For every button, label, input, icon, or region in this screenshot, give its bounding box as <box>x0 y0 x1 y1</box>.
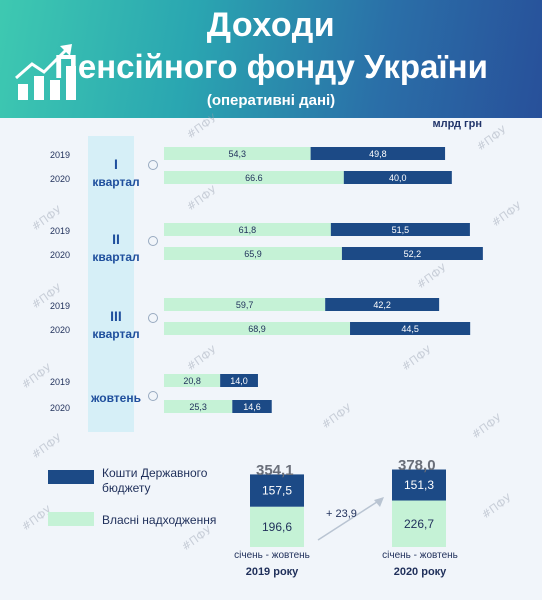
bar-state <box>232 400 272 413</box>
period-text: квартал <box>92 327 140 341</box>
column-own-label-2019: 196,6 <box>262 520 292 534</box>
bar-own <box>164 298 326 311</box>
connector-circle <box>148 160 158 170</box>
bar-state <box>341 247 483 260</box>
bar-state-label: 51,5 <box>392 225 410 235</box>
legend-swatch-own <box>48 512 94 526</box>
difference-label: + 23,9 <box>326 508 357 520</box>
legend-swatch-state <box>48 470 94 484</box>
column-own-label-2020: 226,7 <box>404 517 434 531</box>
page-subtitle: (оперативні дані) <box>206 92 336 109</box>
period-label-october: жовтень <box>88 389 144 407</box>
column-state-label-2020: 151,3 <box>404 478 434 492</box>
caption-period-2020: січень - жовтень <box>382 550 458 561</box>
bar-state-label: 42,2 <box>373 300 391 310</box>
year-label: 2019 <box>50 226 71 236</box>
bar-own-label: 65,9 <box>244 249 262 259</box>
bar-state-label: 44,5 <box>401 324 419 334</box>
year-label: 2019 <box>50 377 71 387</box>
bar-own-label: 20,8 <box>183 376 201 386</box>
bar-state-label: 52,2 <box>404 249 422 259</box>
caption-year-2020: 2020 року <box>393 566 447 578</box>
total-2019: 354,1 <box>256 462 294 479</box>
bar-state <box>350 322 471 335</box>
caption-year-2019: 2019 року <box>245 566 299 578</box>
bar-own-label: 54,3 <box>229 149 247 159</box>
period-text: квартал <box>92 250 140 264</box>
bar-own-label: 59,7 <box>236 300 254 310</box>
bar-own <box>164 400 233 413</box>
bar-own <box>164 147 311 160</box>
period-label-q3: III квартал <box>88 307 144 343</box>
bar-state-label: 14,6 <box>243 402 261 412</box>
period-roman: III <box>110 308 122 324</box>
period-roman: I <box>114 156 118 172</box>
legend-label-state: Кошти Державного бюджету <box>102 466 208 495</box>
growth-arrow-line <box>317 499 381 541</box>
bar-state <box>310 147 446 160</box>
header-banner: Доходи Пенсійного фонду України (операти… <box>0 0 542 118</box>
connector-circle <box>148 391 158 401</box>
bar-state-label: 40,0 <box>389 173 407 183</box>
bar-own <box>164 247 342 260</box>
bar-own-label: 61,8 <box>239 225 257 235</box>
period-text: квартал <box>92 175 140 189</box>
growth-chart-icon <box>15 44 76 100</box>
period-roman: II <box>112 231 120 247</box>
bar-own-label: 25,3 <box>189 402 207 412</box>
period-panel <box>88 136 134 432</box>
period-label-q2: II квартал <box>88 230 144 266</box>
unit-label: млрд грн <box>432 118 482 130</box>
year-label: 2019 <box>50 301 71 311</box>
year-label: 2020 <box>50 250 71 260</box>
page-title-line1: Доходи <box>206 6 336 44</box>
year-label: 2020 <box>50 403 71 413</box>
period-label-q1: I квартал <box>88 155 144 191</box>
bar-own <box>164 322 351 335</box>
bar-own <box>164 223 331 236</box>
bar-own-label: 66.6 <box>245 173 263 183</box>
column-own-2019 <box>250 506 304 547</box>
bar-state <box>325 298 440 311</box>
bar-own-label: 68,9 <box>248 324 266 334</box>
year-label: 2020 <box>50 174 71 184</box>
year-label: 2019 <box>50 150 71 160</box>
year-label: 2020 <box>50 325 71 335</box>
column-own-2020 <box>392 500 446 547</box>
bar-state <box>343 171 452 184</box>
column-state-2020 <box>392 469 446 501</box>
caption-period-2019: січень - жовтень <box>234 550 310 561</box>
growth-arrow-head <box>374 497 384 507</box>
legend-label-own: Власні надходження <box>102 513 217 527</box>
bar-state-label: 14,0 <box>230 376 248 386</box>
connector-circle <box>148 313 158 323</box>
bar-state <box>330 223 470 236</box>
bar-state <box>220 374 258 387</box>
column-state-2019 <box>250 474 304 507</box>
total-2020: 378,0 <box>398 457 436 474</box>
connector-circle <box>148 236 158 246</box>
bar-state-label: 49,8 <box>369 149 387 159</box>
bar-own <box>164 171 344 184</box>
period-text: жовтень <box>91 391 141 405</box>
column-state-label-2019: 157,5 <box>262 484 292 498</box>
page-title-line2: Пенсійного фонду України <box>54 48 488 85</box>
bar-own <box>164 374 221 387</box>
